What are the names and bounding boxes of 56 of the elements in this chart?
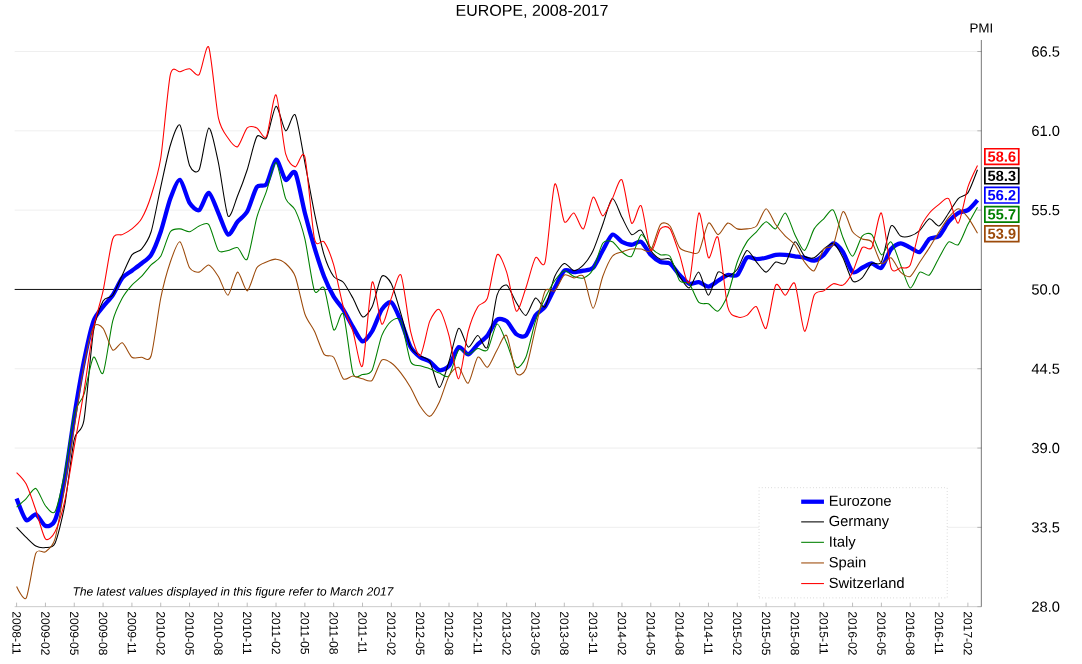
x-tick-label: 2010-08 <box>214 611 223 655</box>
x-tick-label: 2017-02 <box>963 611 973 655</box>
annotation: The latest values displayed in this figure refer to March 2017 <box>73 586 394 599</box>
x-tick-label: 2011-05 <box>300 611 310 654</box>
data-label: 55.7 <box>987 209 1016 220</box>
x-tick-label: 2015-02 <box>733 611 742 655</box>
y-tick-label: 39.0 <box>1031 442 1060 454</box>
x-tick-label: 2015-11 <box>819 611 828 654</box>
chart-title: EUROPE, 2008-2017 <box>456 4 608 18</box>
y-tick-label: 50.0 <box>1031 284 1060 295</box>
y-tick-label: 28.0 <box>1032 601 1060 612</box>
y-tick-label: 55.5 <box>1031 205 1060 216</box>
line-series <box>16 208 979 599</box>
x-tick-label: 2011-11 <box>358 611 367 654</box>
x-tick-label: 2012-08 <box>444 611 454 655</box>
x-tick-label: 2012-05 <box>415 611 425 655</box>
x-tick-label: 2009-02 <box>41 611 50 655</box>
data-label: 53.9 <box>987 228 1016 239</box>
y-tick-label: 33.5 <box>1031 522 1060 533</box>
legend-label: Spain <box>829 556 866 571</box>
y-tick-label: 44.5 <box>1031 363 1060 374</box>
y-axis-title: PMI <box>970 23 992 33</box>
x-tick-label: 2016-11 <box>934 611 944 654</box>
x-tick-label: 2010-02 <box>156 611 165 655</box>
x-tick-label: 2011-02 <box>271 611 281 654</box>
x-tick-label: 2010-05 <box>185 611 194 655</box>
x-tick-label: 2009-08 <box>98 611 108 655</box>
data-label: 58.3 <box>987 170 1016 182</box>
x-tick-label: 2009-05 <box>70 611 79 655</box>
x-tick-label: 2014-08 <box>675 611 684 655</box>
legend-label: Italy <box>830 536 856 550</box>
x-tick-label: 2016-08 <box>905 611 915 655</box>
legend-label: Eurozone <box>829 495 891 506</box>
x-tick-label: 2015-05 <box>761 611 771 655</box>
x-tick-label: 2011-08 <box>329 611 338 654</box>
data-label: 56.2 <box>987 189 1016 201</box>
y-tick-label: 66.5 <box>1032 46 1060 57</box>
x-tick-label: 2016-05 <box>877 611 886 655</box>
legend-label: Germany <box>829 515 890 530</box>
y-tick-label: 61.0 <box>1032 125 1060 137</box>
x-tick-label: 2008-11 <box>12 611 21 654</box>
x-tick-label: 2013-11 <box>588 611 598 654</box>
data-label: 58.6 <box>987 151 1016 162</box>
x-tick-label: 2013-05 <box>531 611 540 655</box>
legend-label: Switzerland <box>829 577 904 589</box>
x-tick-label: 2015-08 <box>790 611 800 655</box>
x-tick-label: 2012-11 <box>473 611 483 654</box>
x-tick-label: 2014-11 <box>704 611 713 654</box>
x-tick-label: 2009-11 <box>127 611 137 654</box>
x-tick-label: 2014-02 <box>617 611 627 655</box>
x-tick-label: 2014-05 <box>646 611 656 655</box>
x-tick-label: 2016-02 <box>848 611 857 655</box>
x-tick-label: 2013-08 <box>560 611 569 655</box>
x-tick-label: 2013-02 <box>502 611 511 655</box>
x-tick-label: 2010-11 <box>242 611 252 654</box>
x-tick-label: 2012-02 <box>387 611 396 655</box>
